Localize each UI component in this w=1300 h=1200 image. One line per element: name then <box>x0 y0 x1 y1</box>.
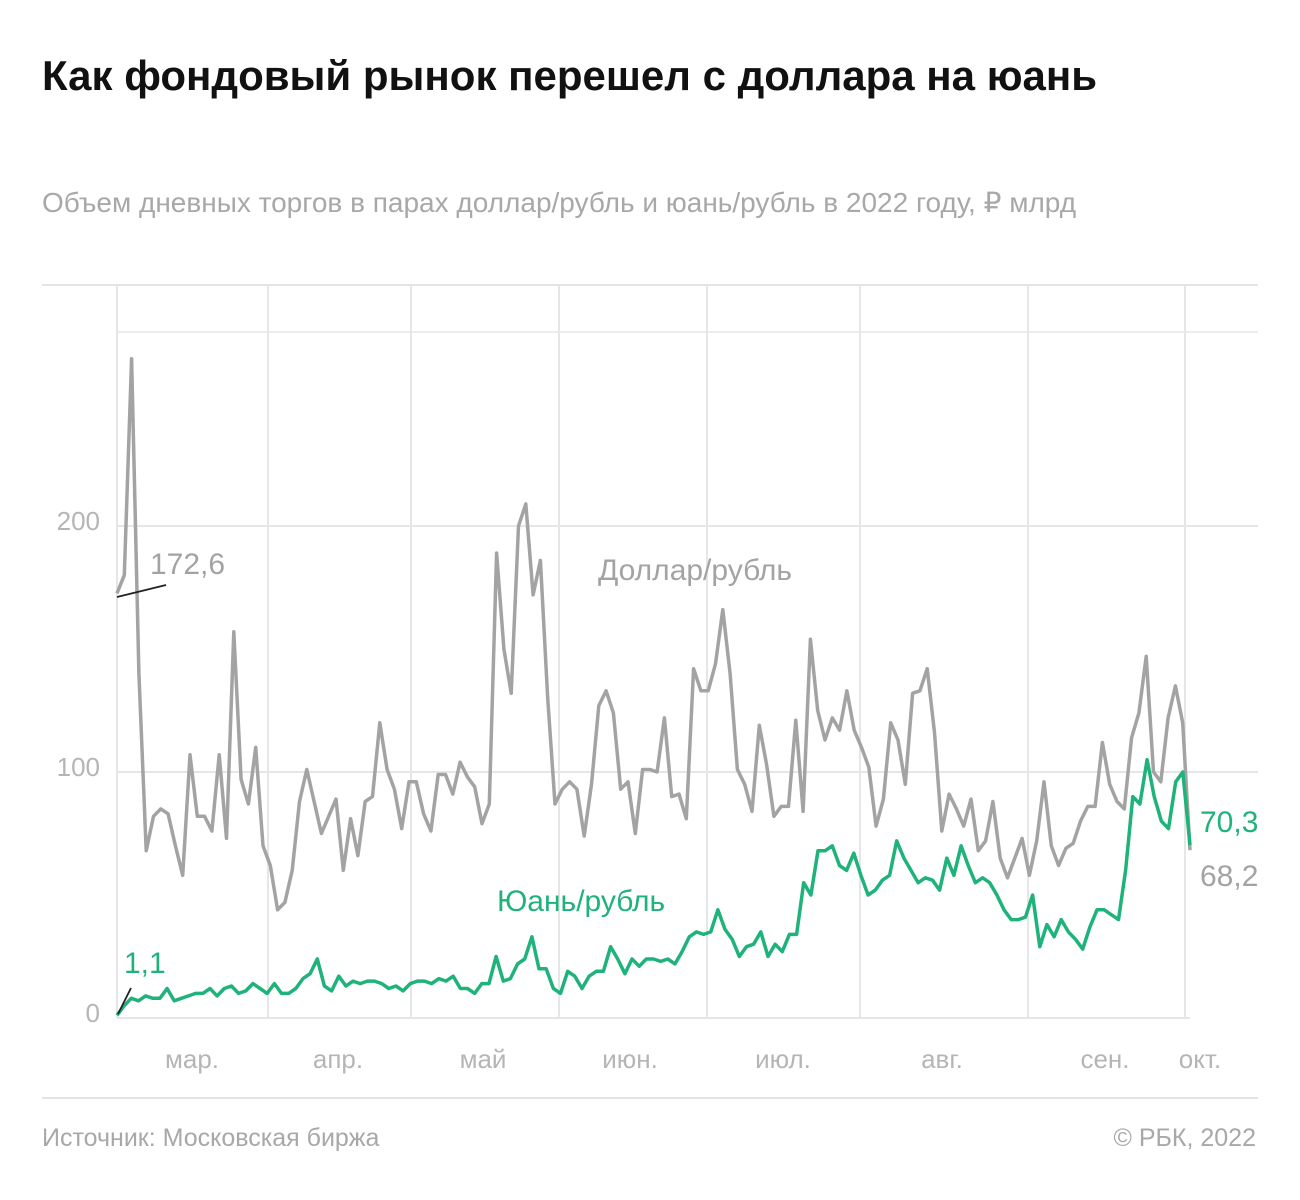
value-label-dollar-start: 172,6 <box>150 548 225 581</box>
x-tick-label: апр. <box>313 1044 363 1074</box>
source-note: Источник: Московская биржа <box>42 1124 380 1152</box>
yuan-rub-line <box>115 757 1192 1017</box>
value-label-yuan-start: 1,1 <box>124 947 166 980</box>
x-tick-label: июл. <box>755 1044 811 1074</box>
series-label-yuan: Юань/рубль <box>497 885 665 918</box>
dollar-rub-line <box>115 356 1192 912</box>
callout-line-yuan-start <box>117 987 132 1015</box>
chart-title: Как фондовый рынок перешел с доллара на … <box>42 52 1098 99</box>
x-tick-label: мар. <box>165 1044 219 1074</box>
x-tick-label: окт. <box>1179 1044 1221 1074</box>
y-tick-label: 100 <box>57 752 100 782</box>
chart-subtitle: Объем дневных торгов в парах доллар/рубл… <box>42 187 1077 218</box>
value-label-yuan-end: 70,3 <box>1200 806 1258 839</box>
copyright: © РБК, 2022 <box>1113 1124 1256 1152</box>
value-label-dollar-end: 68,2 <box>1200 860 1258 893</box>
x-tick-label: июн. <box>602 1044 658 1074</box>
callout-line-dollar-start <box>116 584 167 598</box>
x-tick-label: сен. <box>1080 1044 1129 1074</box>
y-tick-label: 0 <box>86 998 100 1028</box>
y-tick-label: 200 <box>57 506 100 536</box>
series-label-dollar: Доллар/рубль <box>598 554 792 587</box>
x-tick-label: авг. <box>921 1044 963 1074</box>
x-tick-label: май <box>460 1044 507 1074</box>
